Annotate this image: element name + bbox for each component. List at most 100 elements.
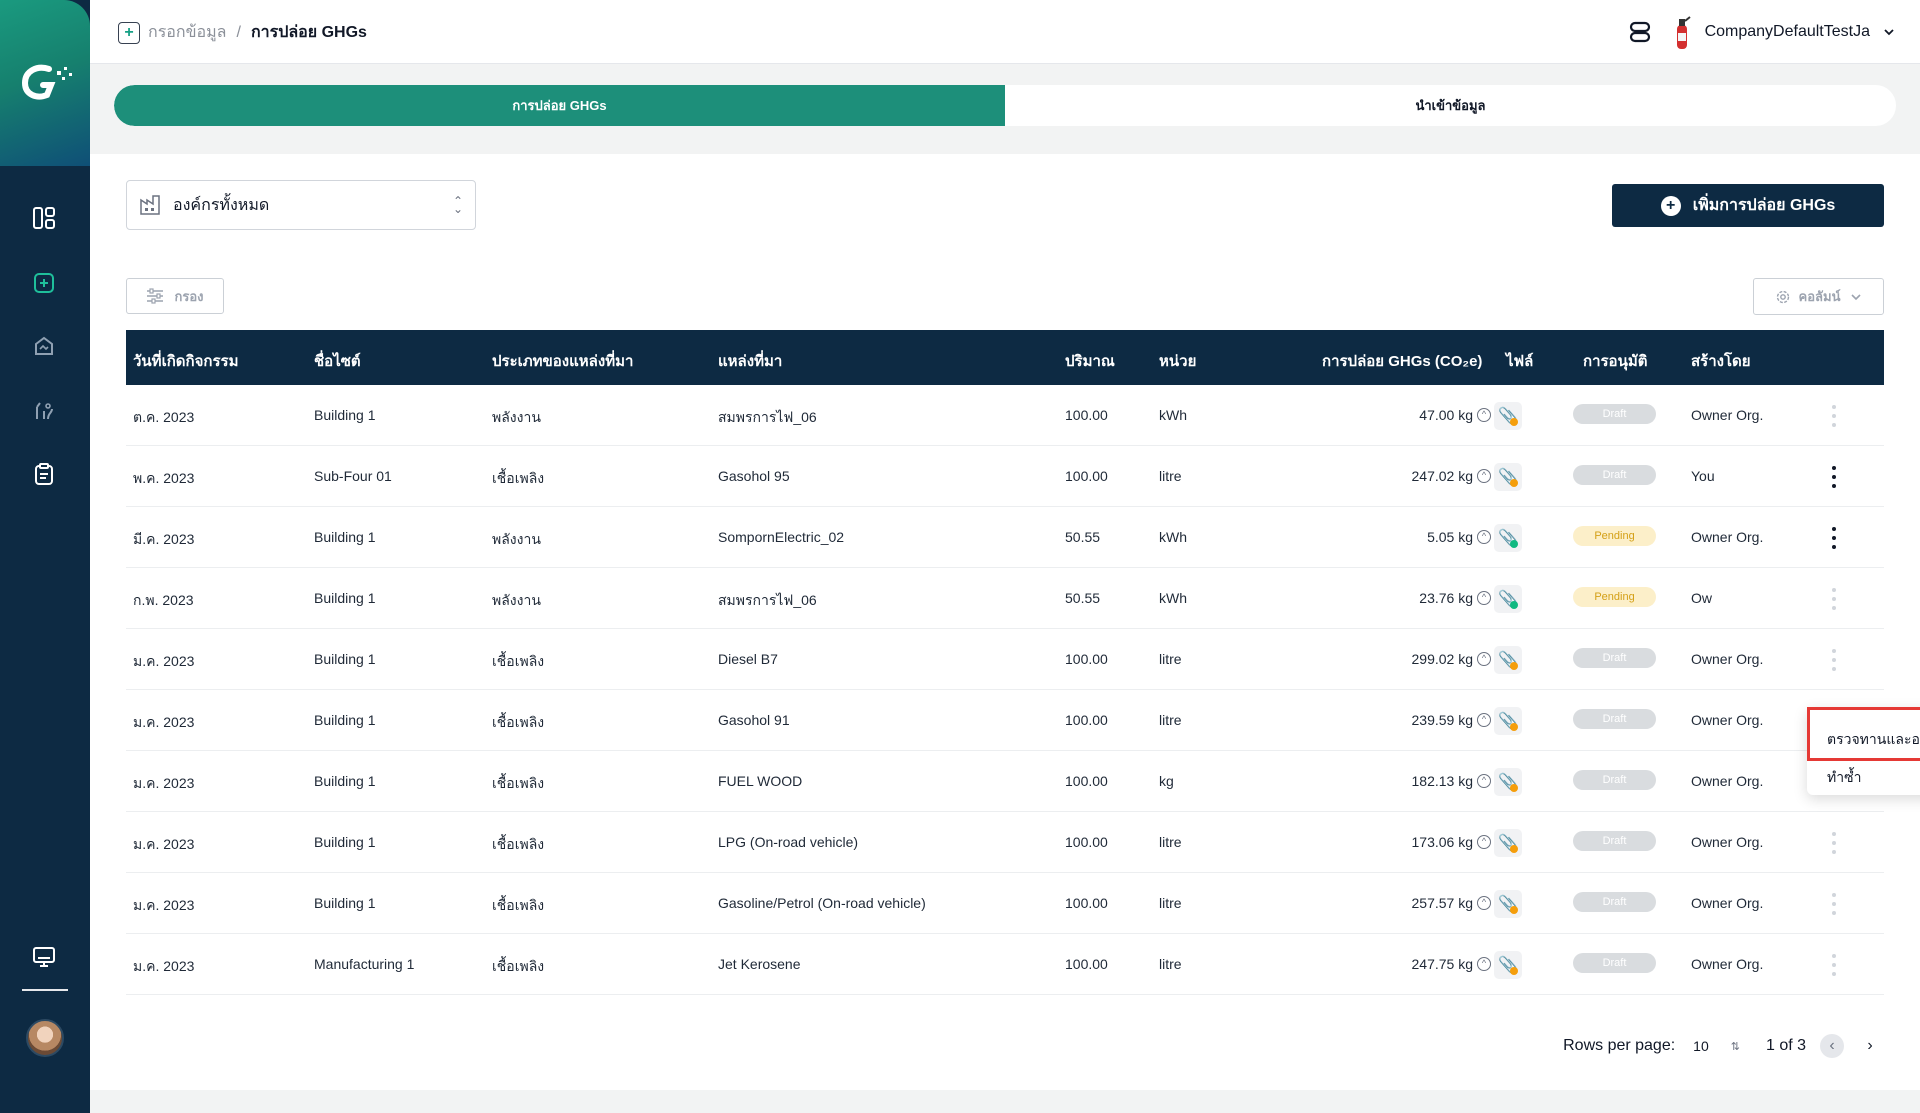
- chevron-updown-icon[interactable]: ⇅: [1730, 1040, 1740, 1053]
- header-created-by[interactable]: สร้างโดย: [1691, 353, 1751, 370]
- table-row[interactable]: ม.ค. 2023 Building 1 เชื้อเพลิง LPG (On-roa…: [126, 812, 1884, 873]
- add-data-icon[interactable]: [29, 268, 59, 298]
- info-icon[interactable]: ^: [1477, 652, 1491, 666]
- info-icon[interactable]: ^: [1477, 591, 1491, 605]
- header-site[interactable]: ชื่อไซต์: [314, 353, 361, 370]
- attachment-button[interactable]: 📎: [1494, 829, 1522, 857]
- header-source[interactable]: แหล่งที่มา: [718, 353, 783, 370]
- company-name[interactable]: CompanyDefaultTestJa: [1704, 23, 1870, 40]
- cell-source: FUEL WOOD: [718, 773, 803, 789]
- status-badge: Draft: [1573, 953, 1656, 973]
- table-row[interactable]: ก.พ. 2023 Building 1 พลังงาน สมพรการไฟ_06 50…: [126, 568, 1884, 629]
- attachment-button[interactable]: 📎: [1494, 951, 1522, 979]
- more-vertical-icon[interactable]: [1829, 527, 1839, 549]
- next-page-button[interactable]: ›: [1858, 1034, 1882, 1058]
- emission-value: 247.02 kg: [1411, 468, 1474, 484]
- columns-button[interactable]: คอลัมน์: [1753, 278, 1884, 315]
- dashboard-icon[interactable]: [29, 203, 59, 233]
- table-row[interactable]: ม.ค. 2023 Building 1 เชื้อเพลิง Gasohol 91 1…: [126, 690, 1884, 751]
- status-badge: Draft: [1573, 709, 1656, 729]
- cell-unit: litre: [1159, 468, 1182, 484]
- attachment-button[interactable]: 📎: [1494, 463, 1522, 491]
- table-row[interactable]: พ.ค. 2023 Sub-Four 01 เชื้อเพลิง Gasohol 95…: [126, 446, 1884, 507]
- cell-amount: 50.55: [1065, 529, 1101, 545]
- factory-icon: [140, 195, 160, 215]
- chevron-down-icon[interactable]: [1882, 25, 1896, 39]
- info-icon[interactable]: ^: [1477, 713, 1491, 727]
- cell-emission: 173.06 kg ^: [1412, 834, 1491, 850]
- attachment-button[interactable]: 📎: [1494, 768, 1522, 796]
- table-row[interactable]: ต.ค. 2023 Building 1 พลังงาน สมพรการไฟ_06 10…: [126, 385, 1884, 446]
- table-row[interactable]: ม.ค. 2023 Building 1 เชื้อเพลิง Gasoline/Pe…: [126, 873, 1884, 934]
- info-icon[interactable]: ^: [1477, 408, 1491, 422]
- cell-created-by: Owner Org.: [1691, 895, 1764, 911]
- app-logo[interactable]: [0, 0, 90, 166]
- reduction-icon[interactable]: [29, 395, 59, 425]
- breadcrumb-parent[interactable]: กรอกข้อมูล: [148, 24, 227, 41]
- top-header: + กรอกข้อมูล / การปล่อย GHGs CompanyDefa…: [90, 0, 1920, 64]
- menu-item-review-approve[interactable]: ตรวจทานและอนุมัติ: [1827, 731, 1920, 747]
- cell-created-by: Owner Org.: [1691, 712, 1764, 728]
- cell-emission: 23.76 kg ^: [1419, 590, 1491, 606]
- server-icon[interactable]: [1629, 21, 1651, 43]
- attachment-button[interactable]: 📎: [1494, 524, 1522, 552]
- cell-unit: kWh: [1159, 529, 1187, 545]
- table-row[interactable]: ม.ค. 2023 Manufacturing 1 เชื้อเพลิง Jet Ke…: [126, 934, 1884, 995]
- info-icon[interactable]: ^: [1477, 835, 1491, 849]
- rows-per-page-select[interactable]: 10: [1693, 1038, 1709, 1054]
- cell-source-type: เชื้อเพลิง: [492, 775, 545, 791]
- cell-date: พ.ค. 2023: [133, 470, 195, 486]
- info-icon[interactable]: ^: [1477, 774, 1491, 788]
- header-amount[interactable]: ปริมาณ: [1065, 353, 1115, 370]
- emissions-table: วันที่เกิดกิจกรรม ชื่อไซต์ ประเภทของแหล่…: [126, 330, 1884, 995]
- more-vertical-icon[interactable]: [1829, 954, 1839, 976]
- avatar[interactable]: [26, 1019, 64, 1057]
- menu-item-duplicate[interactable]: ทำซ้ำ: [1827, 769, 1862, 785]
- cell-site: Building 1: [314, 712, 376, 728]
- info-icon[interactable]: ^: [1477, 957, 1491, 971]
- attachment-button[interactable]: 📎: [1494, 402, 1522, 430]
- prev-page-button[interactable]: ‹: [1820, 1034, 1844, 1058]
- header-approval[interactable]: การอนุมัติ: [1583, 353, 1648, 370]
- more-vertical-icon[interactable]: [1829, 649, 1839, 671]
- status-dot: [1510, 540, 1518, 548]
- table-row[interactable]: มี.ค. 2023 Building 1 พลังงาน SompornElectr…: [126, 507, 1884, 568]
- more-vertical-icon[interactable]: [1829, 466, 1839, 488]
- filter-button[interactable]: กรอง: [126, 278, 224, 314]
- header-date[interactable]: วันที่เกิดกิจกรรม: [133, 353, 239, 370]
- monitor-icon[interactable]: [29, 942, 59, 972]
- header-source-type[interactable]: ประเภทของแหล่งที่มา: [492, 353, 634, 370]
- cell-amount: 100.00: [1065, 834, 1108, 850]
- more-vertical-icon[interactable]: [1829, 405, 1839, 427]
- table-row[interactable]: ม.ค. 2023 Building 1 เชื้อเพลิง Diesel B7 10…: [126, 629, 1884, 690]
- cell-date: ก.พ. 2023: [133, 592, 194, 608]
- header-unit[interactable]: หน่วย: [1159, 353, 1197, 370]
- organization-select[interactable]: องค์กรทั้งหมด ⌃ ⌄: [126, 180, 476, 230]
- more-vertical-icon[interactable]: [1829, 893, 1839, 915]
- cell-date: ม.ค. 2023: [133, 714, 195, 730]
- info-icon[interactable]: ^: [1477, 530, 1491, 544]
- attachment-button[interactable]: 📎: [1494, 646, 1522, 674]
- header-file[interactable]: ไฟล์: [1506, 353, 1534, 370]
- info-icon[interactable]: ^: [1477, 896, 1491, 910]
- report-icon[interactable]: [29, 459, 59, 489]
- header-emission[interactable]: การปล่อย GHGs (CO₂e): [1322, 353, 1483, 370]
- cell-source: สมพรการไฟ_06: [718, 592, 817, 608]
- more-vertical-icon[interactable]: [1829, 588, 1839, 610]
- add-ghg-emission-button[interactable]: + เพิ่มการปล่อย GHGs: [1612, 184, 1884, 227]
- cell-site: Building 1: [314, 529, 376, 545]
- table-row[interactable]: ม.ค. 2023 Building 1 เชื้อเพลิง FUEL WOOD 10…: [126, 751, 1884, 812]
- tab-ghg-emissions[interactable]: การปล่อย GHGs: [114, 85, 1005, 126]
- sliders-icon: [147, 288, 164, 304]
- cell-emission: 5.05 kg ^: [1427, 529, 1491, 545]
- cell-amount: 100.00: [1065, 407, 1108, 423]
- emission-value: 5.05 kg: [1427, 529, 1473, 545]
- tab-import-data[interactable]: นำเข้าข้อมูล: [1415, 98, 1486, 113]
- cell-source: สมพรการไฟ_06: [718, 409, 817, 425]
- emission-icon[interactable]: [29, 331, 59, 361]
- attachment-button[interactable]: 📎: [1494, 707, 1522, 735]
- attachment-button[interactable]: 📎: [1494, 585, 1522, 613]
- attachment-button[interactable]: 📎: [1494, 890, 1522, 918]
- info-icon[interactable]: ^: [1477, 469, 1491, 483]
- more-vertical-icon[interactable]: [1829, 832, 1839, 854]
